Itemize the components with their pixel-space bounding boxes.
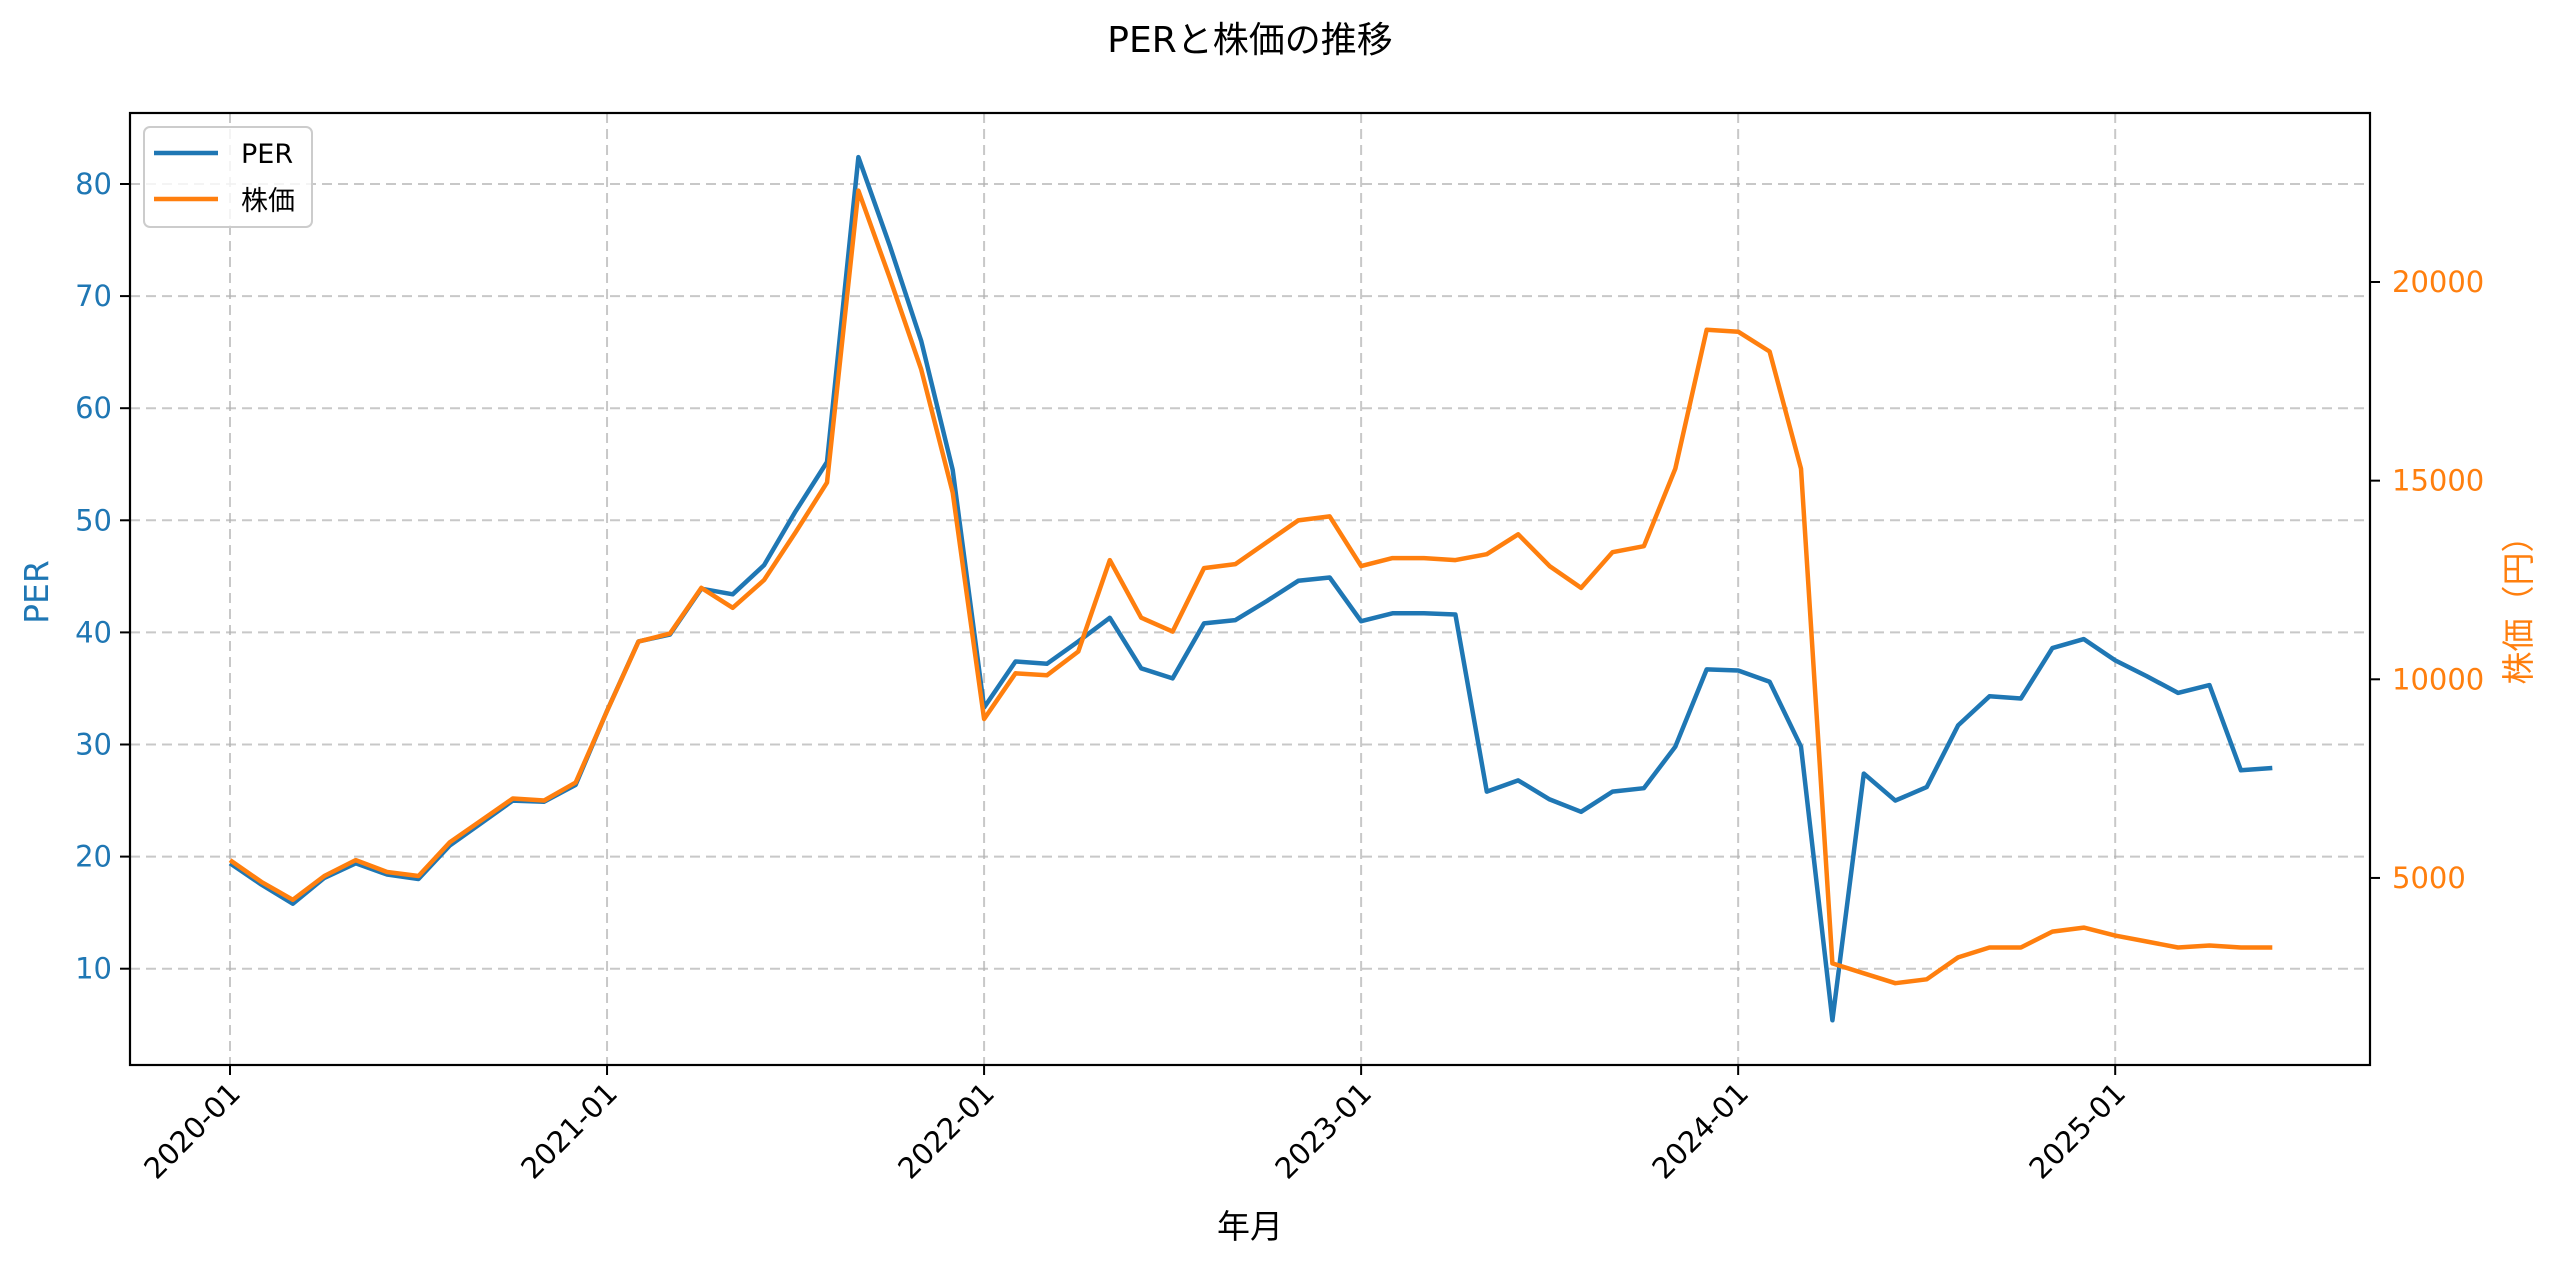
x-tick-label: 2021-01: [514, 1076, 624, 1186]
left-tick-label: 40: [75, 615, 112, 649]
right-tick-label: 15000: [2392, 464, 2484, 498]
x-tick-label: 2022-01: [891, 1076, 1001, 1186]
x-tick-label: 2020-01: [137, 1076, 247, 1186]
right-y-axis-label: 株価（円）: [2499, 520, 2538, 685]
left-tick-label: 30: [75, 728, 112, 762]
x-tick-label: 2024-01: [1645, 1076, 1755, 1186]
x-axis: 2020-01 2021-01 2022-01 2023-01 2024-01 2025-…: [137, 1065, 2132, 1186]
left-tick-label: 20: [75, 840, 112, 874]
left-tick-label: 70: [75, 279, 112, 313]
left-tick-label: 50: [75, 503, 112, 537]
x-axis-label: 年月: [1217, 1207, 1283, 1246]
grid-lines: [130, 113, 2370, 1065]
legend-per-label: PER: [241, 139, 293, 170]
left-tick-label: 80: [75, 167, 112, 201]
plot-frame: [128, 111, 2372, 1067]
right-tick-label: 10000: [2392, 662, 2484, 696]
per-line: [228, 154, 2273, 1023]
price-line: [228, 188, 2273, 986]
left-y-axis: 10 20 30 40 50 60 70 80: [75, 167, 130, 986]
chart-title: PERと株価の推移: [1107, 20, 1392, 61]
left-y-axis-label: PER: [17, 560, 56, 624]
right-tick-label: 5000: [2392, 861, 2466, 895]
legend-price-label: 株価: [241, 186, 295, 217]
x-tick-label: 2023-01: [1268, 1076, 1378, 1186]
series-lines: [228, 154, 2273, 1023]
left-tick-label: 60: [75, 391, 112, 425]
right-y-axis: 5000 10000 15000 20000: [2370, 265, 2484, 895]
legend: PER 株価: [143, 126, 313, 228]
x-tick-label: 2025-01: [2022, 1076, 2132, 1186]
right-tick-label: 20000: [2392, 265, 2484, 299]
left-tick-label: 10: [75, 952, 112, 986]
